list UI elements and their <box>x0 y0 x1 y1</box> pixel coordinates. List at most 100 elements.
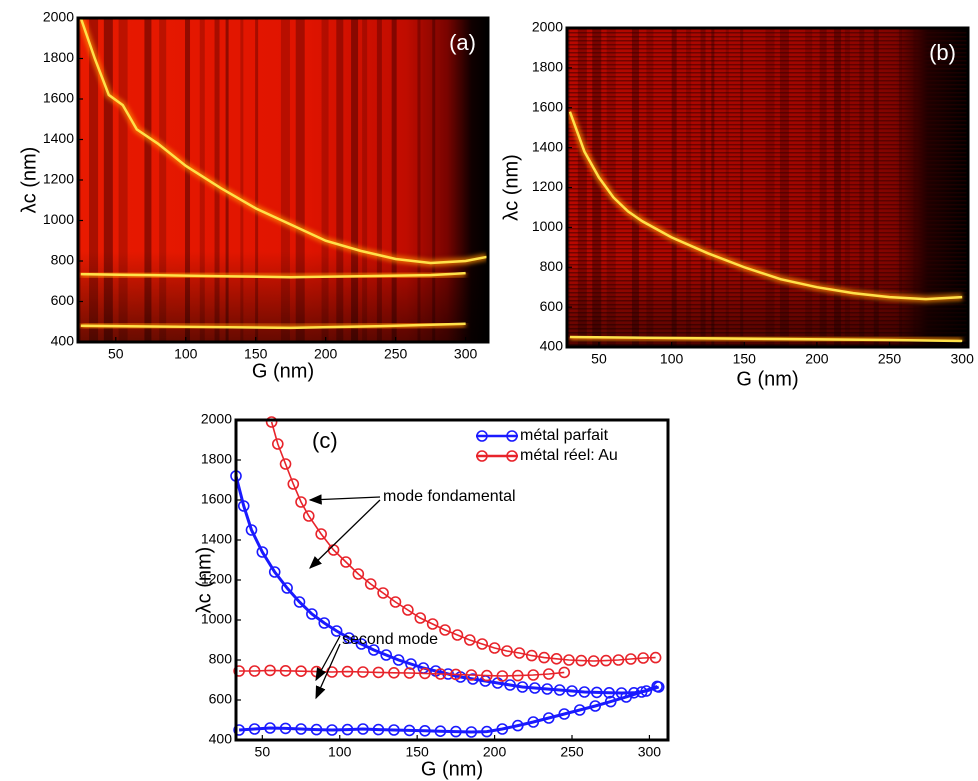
marker <box>264 722 276 734</box>
marker <box>550 652 563 665</box>
marker <box>512 719 524 732</box>
legend-marker <box>476 450 488 462</box>
marker <box>388 666 400 679</box>
marker <box>566 685 578 697</box>
marker <box>279 664 292 677</box>
marker <box>553 684 566 696</box>
marker <box>496 670 509 682</box>
marker <box>481 669 493 682</box>
ridge <box>80 322 466 330</box>
marker <box>434 725 447 738</box>
marker <box>341 723 354 736</box>
y-tick-label: 600 <box>51 292 75 308</box>
x-tick-label: 100 <box>328 744 352 760</box>
shade <box>78 18 488 342</box>
y-tick-label: 800 <box>540 258 564 274</box>
x-axis-label: G (nm) <box>252 360 314 382</box>
marker <box>318 617 331 629</box>
marker <box>377 587 389 599</box>
marker <box>352 568 365 580</box>
y-tick-label: 1000 <box>43 211 74 227</box>
x-tick-label: 200 <box>805 351 829 367</box>
marker <box>248 723 261 735</box>
marker <box>578 686 591 698</box>
y-tick-label: 1200 <box>532 178 563 194</box>
marker <box>439 624 451 636</box>
x-tick-label: 250 <box>384 346 408 362</box>
marker <box>476 638 488 650</box>
x-tick-label: 250 <box>560 744 584 760</box>
y-tick-label: 600 <box>209 691 233 707</box>
series-line <box>239 684 658 734</box>
marker <box>419 667 431 680</box>
shade <box>567 28 968 347</box>
marker <box>612 654 625 666</box>
y-tick-label: 1000 <box>201 611 232 627</box>
x-tick-label: 300 <box>454 346 478 362</box>
marker <box>419 724 431 737</box>
marker <box>306 608 318 620</box>
legend-label: métal réel: Au <box>520 447 618 464</box>
x-axis-label: G (nm) <box>421 758 483 780</box>
arrow <box>315 643 341 700</box>
marker <box>233 724 245 736</box>
marker <box>465 669 478 681</box>
series-line <box>234 475 660 695</box>
marker <box>295 496 307 508</box>
marker <box>268 566 281 578</box>
marker <box>368 644 380 656</box>
marker <box>587 655 600 667</box>
marker <box>525 649 538 662</box>
marker <box>563 654 575 666</box>
marker <box>392 654 405 666</box>
marker <box>281 582 293 594</box>
marker <box>625 653 637 665</box>
marker <box>496 723 509 735</box>
marker <box>279 458 292 470</box>
marker <box>326 724 338 736</box>
arrow <box>309 499 381 569</box>
marker <box>450 668 462 681</box>
y-tick-label: 800 <box>51 252 75 268</box>
annotation: second mode <box>342 631 438 648</box>
ridge <box>568 111 963 301</box>
ridge <box>569 335 963 343</box>
x-tick-label: 200 <box>314 346 338 362</box>
marker <box>542 668 555 680</box>
marker <box>513 647 526 659</box>
annotation: mode fondamental <box>383 488 516 505</box>
marker <box>575 654 588 667</box>
x-tick-label: 200 <box>483 744 507 760</box>
ridge <box>80 271 466 279</box>
marker <box>512 669 524 682</box>
series-line <box>239 669 565 677</box>
marker <box>388 724 400 736</box>
marker <box>600 654 612 667</box>
y-tick-label: 1600 <box>43 90 74 106</box>
y-axis-label: λc (nm) <box>18 147 40 214</box>
marker <box>516 681 529 693</box>
marker <box>402 604 414 616</box>
panel-label: (c) <box>312 428 338 453</box>
arrow <box>308 494 381 505</box>
marker <box>464 634 476 646</box>
x-tick-label: 150 <box>733 351 757 367</box>
marker <box>293 596 306 608</box>
y-tick-label: 1200 <box>43 171 74 187</box>
y-axis-label: λc (nm) <box>193 547 215 614</box>
marker <box>637 652 650 664</box>
ridge <box>79 18 487 265</box>
marker <box>527 716 540 728</box>
y-axis-label: λc (nm) <box>500 154 522 221</box>
marker <box>504 679 516 691</box>
marker <box>451 629 464 641</box>
panel-label: (a) <box>449 30 476 55</box>
marker <box>372 723 385 736</box>
marker <box>481 725 493 738</box>
marker <box>357 723 369 735</box>
marker <box>651 680 663 693</box>
x-tick-label: 100 <box>660 351 684 367</box>
marker <box>527 669 540 681</box>
marker <box>380 649 392 661</box>
marker <box>265 416 278 428</box>
